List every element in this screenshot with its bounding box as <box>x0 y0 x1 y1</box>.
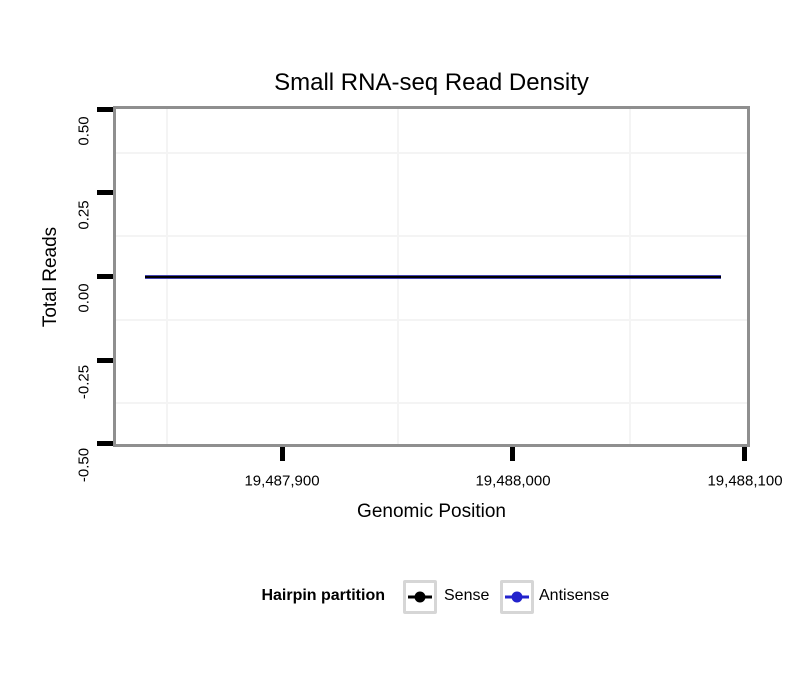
y-tick <box>97 441 113 446</box>
y-axis-title: Total Reads <box>40 226 61 328</box>
x-tick <box>742 447 747 461</box>
series-line-sense-antisense-overlap <box>145 275 721 279</box>
minor-gridline-horizontal <box>116 235 747 237</box>
y-tick-label: -0.25 <box>75 364 93 400</box>
plot-panel <box>113 106 750 447</box>
x-axis-title: Genomic Position <box>357 501 506 522</box>
x-tick <box>510 447 515 461</box>
y-tick <box>97 107 113 112</box>
minor-gridline-horizontal <box>116 402 747 404</box>
minor-gridline-horizontal <box>116 152 747 154</box>
y-tick-label: 0.50 <box>75 116 93 146</box>
y-tick-label: 0.25 <box>75 200 93 230</box>
legend-label-sense: Sense <box>444 587 490 604</box>
legend-key-antisense <box>500 580 534 614</box>
legend-label-antisense: Antisense <box>539 587 610 604</box>
legend-point-icon <box>511 591 523 603</box>
y-tick-label: 0.00 <box>75 283 93 313</box>
legend-key-sense <box>403 580 437 614</box>
minor-gridline-horizontal <box>116 319 747 321</box>
y-tick <box>97 358 113 363</box>
x-tick <box>280 447 285 461</box>
y-tick-label: -0.50 <box>75 447 93 483</box>
x-tick-label: 19,487,900 <box>244 472 320 490</box>
y-tick <box>97 190 113 195</box>
x-tick-label: 19,488,000 <box>475 472 551 490</box>
chart-title: Small RNA-seq Read Density <box>274 69 589 96</box>
legend-title: Hairpin partition <box>261 587 385 604</box>
y-tick <box>97 274 113 279</box>
legend-point-icon <box>414 591 426 603</box>
x-tick-label: 19,488,100 <box>707 472 783 490</box>
